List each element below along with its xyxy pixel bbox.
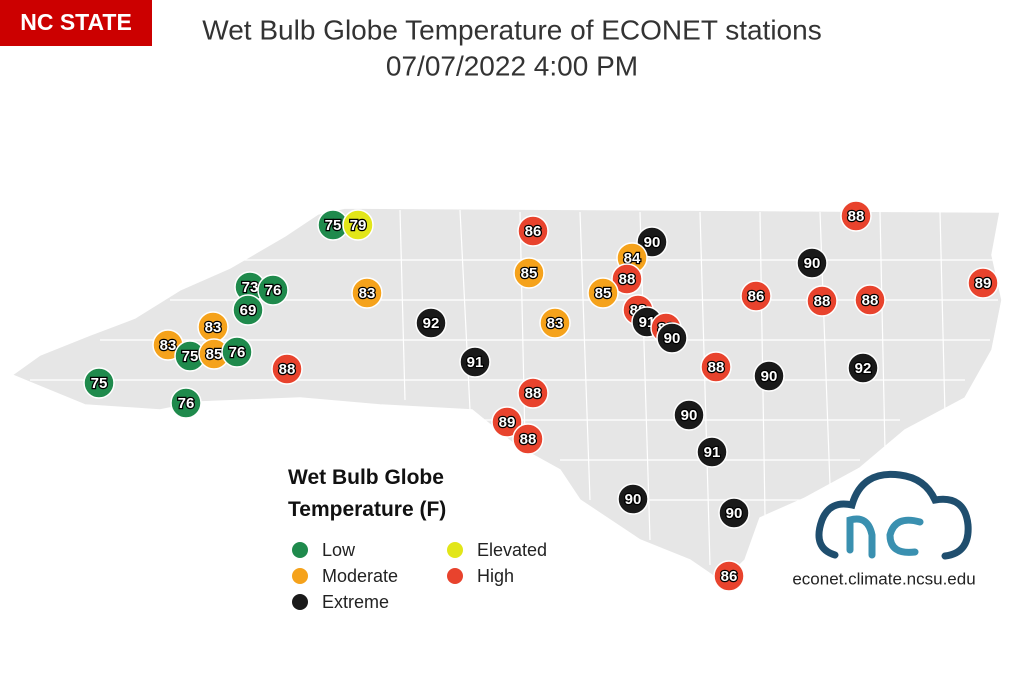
footer-url: econet.climate.ncsu.edu xyxy=(792,569,975,588)
station-marker xyxy=(718,497,750,529)
legend-label: Moderate xyxy=(322,566,398,586)
station-marker xyxy=(617,483,649,515)
station-marker xyxy=(854,284,886,316)
station-value: 88 xyxy=(279,361,296,378)
station-marker xyxy=(257,274,289,306)
station-value: 83 xyxy=(359,285,376,302)
station-value: 92 xyxy=(855,360,872,377)
station-value: 88 xyxy=(862,292,879,309)
station-value: 83 xyxy=(547,315,564,332)
station-marker xyxy=(847,352,879,384)
station-value: 90 xyxy=(625,491,642,508)
station-value: 86 xyxy=(748,288,765,305)
station-value: 90 xyxy=(681,407,698,424)
station-value: 79 xyxy=(350,217,367,234)
station-value: 90 xyxy=(804,255,821,272)
station-marker xyxy=(232,294,264,326)
station-marker xyxy=(342,209,374,241)
station-marker xyxy=(83,367,115,399)
station-marker xyxy=(967,267,999,299)
station-marker xyxy=(513,257,545,289)
station-marker xyxy=(587,277,619,309)
station-value: 76 xyxy=(229,344,246,361)
station-value: 83 xyxy=(160,337,177,354)
station-value: 75 xyxy=(182,348,199,365)
station-marker xyxy=(806,285,838,317)
station-value: 75 xyxy=(325,217,342,234)
station-value: 88 xyxy=(814,293,831,310)
legend: Low Elevated Moderate High Extreme xyxy=(292,540,547,612)
station-value: 86 xyxy=(525,223,542,240)
station-value: 83 xyxy=(205,319,222,336)
legend-label: Extreme xyxy=(322,592,389,612)
station-marker xyxy=(170,387,202,419)
station-value: 92 xyxy=(423,315,440,332)
station-value: 85 xyxy=(595,285,612,302)
legend-swatch xyxy=(292,568,308,584)
legend-swatch xyxy=(447,568,463,584)
legend-label: Low xyxy=(322,540,356,560)
station-value: 73 xyxy=(242,279,259,296)
station-value: 75 xyxy=(91,375,108,392)
station-marker xyxy=(656,322,688,354)
station-value: 88 xyxy=(848,208,865,225)
station-value: 90 xyxy=(644,234,661,251)
station-marker xyxy=(696,436,728,468)
station-value: 85 xyxy=(521,265,538,282)
station-value: 89 xyxy=(975,275,992,292)
station-value: 88 xyxy=(520,431,537,448)
station-marker xyxy=(512,423,544,455)
station-value: 90 xyxy=(664,330,681,347)
badge: NC STATE xyxy=(20,9,132,35)
station-marker xyxy=(351,277,383,309)
station-marker xyxy=(740,280,772,312)
station-marker xyxy=(796,247,828,279)
subtitle: 07/07/2022 4:00 PM xyxy=(386,50,638,81)
station-value: 90 xyxy=(726,505,743,522)
station-marker xyxy=(271,353,303,385)
station-marker xyxy=(713,560,745,592)
station-value: 89 xyxy=(499,414,516,431)
station-value: 91 xyxy=(704,444,721,461)
legend-label: Elevated xyxy=(477,540,547,560)
badge-bg xyxy=(0,0,152,46)
station-value: 69 xyxy=(240,302,257,319)
station-value: 76 xyxy=(178,395,195,412)
station-marker xyxy=(539,307,571,339)
station-marker xyxy=(415,307,447,339)
station-value: 88 xyxy=(619,271,636,288)
legend-swatch xyxy=(292,594,308,610)
legend-swatch xyxy=(292,542,308,558)
logo xyxy=(815,470,972,560)
station-marker xyxy=(840,200,872,232)
station-marker xyxy=(517,215,549,247)
station-value: 88 xyxy=(525,385,542,402)
station-value: 88 xyxy=(708,359,725,376)
station-marker xyxy=(491,406,523,438)
station-marker xyxy=(753,360,785,392)
legend-title-1: Wet Bulb Globe Temperature (F) xyxy=(288,466,446,521)
station-value: 86 xyxy=(721,568,738,585)
station-marker xyxy=(221,336,253,368)
station-value: 85 xyxy=(206,346,223,363)
station-value: 90 xyxy=(761,368,778,385)
station-value: 76 xyxy=(265,282,282,299)
title: Wet Bulb Globe Temperature of ECONET sta… xyxy=(202,14,821,45)
station-marker xyxy=(517,377,549,409)
legend-swatch xyxy=(447,542,463,558)
station-value: 91 xyxy=(467,354,484,371)
station-marker xyxy=(459,346,491,378)
legend-label: High xyxy=(477,566,514,586)
station-marker xyxy=(611,263,643,295)
station-marker xyxy=(700,351,732,383)
station-marker xyxy=(673,399,705,431)
